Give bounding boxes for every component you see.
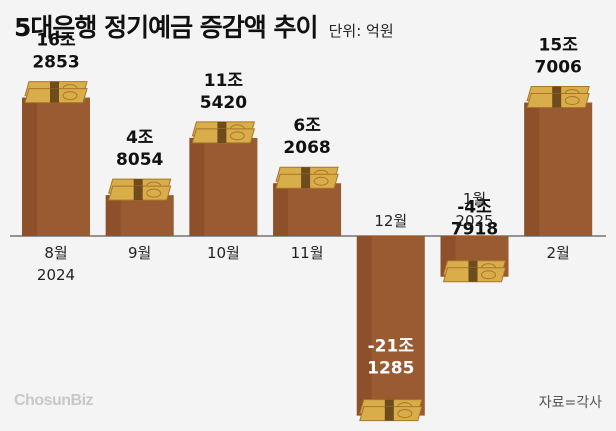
value-label-4-1: 1285: [367, 359, 414, 379]
bar-shade-2: [189, 137, 205, 236]
bar-4: [356, 236, 425, 416]
bar-shade-1: [105, 195, 121, 236]
value-label-6-1: 7006: [535, 58, 582, 78]
bar-6: [524, 102, 593, 237]
category-label-2-0: 10월: [207, 244, 240, 262]
bar-3: [273, 183, 342, 236]
money-stack-3: [275, 166, 339, 189]
value-label-1-1: 8054: [116, 150, 163, 170]
value-label-2-0: 11조: [204, 71, 244, 91]
bar-shade-6: [524, 102, 540, 237]
bar-shade-4: [356, 236, 372, 416]
category-label-4-0: 12월: [374, 212, 407, 230]
category-label-0-0: 8월: [44, 244, 67, 262]
category-label-3-0: 11월: [291, 244, 324, 262]
value-label-3-1: 2068: [283, 138, 330, 158]
value-label-5-0: -4조: [457, 198, 492, 218]
money-stack-1: [108, 178, 172, 201]
value-label-0-0: 16조: [36, 31, 76, 51]
category-label-5-0: 1월: [463, 190, 486, 208]
value-label-2-1: 5420: [200, 93, 247, 113]
money-stack-6: [526, 86, 590, 109]
value-label-0-1: 2853: [32, 53, 79, 73]
chart-title: 5대은행 정기예금 증감액 추이: [14, 13, 319, 42]
source-note: 자료=각사: [538, 395, 602, 411]
category-label-1-0: 9월: [128, 244, 151, 262]
category-label-0-1: 2024: [37, 266, 75, 284]
title-block: 5대은행 정기예금 증감액 추이 단위: 억원: [14, 8, 394, 44]
bar-1: [105, 195, 174, 236]
bar-2: [189, 137, 258, 236]
value-label-6-0: 15조: [539, 36, 579, 56]
bar-shade-3: [273, 183, 289, 236]
money-stack-2: [191, 121, 256, 144]
category-label-6-0: 2월: [547, 244, 570, 262]
value-label-5-1: 7918: [451, 220, 498, 240]
brand-logo: ChosunBiz: [14, 392, 94, 409]
money-stack-5: [442, 260, 507, 283]
bar-0: [22, 97, 90, 236]
money-stack-0: [24, 81, 88, 104]
value-label-3-0: 6조: [293, 116, 321, 136]
bar-shade-0: [22, 97, 37, 236]
category-label-5-1: 2025: [455, 212, 493, 230]
value-label-1-0: 4조: [126, 128, 154, 148]
unit-label: 단위: 억원: [328, 22, 394, 40]
value-label-4-0: -21조: [368, 337, 415, 357]
money-stack-4: [359, 399, 423, 422]
